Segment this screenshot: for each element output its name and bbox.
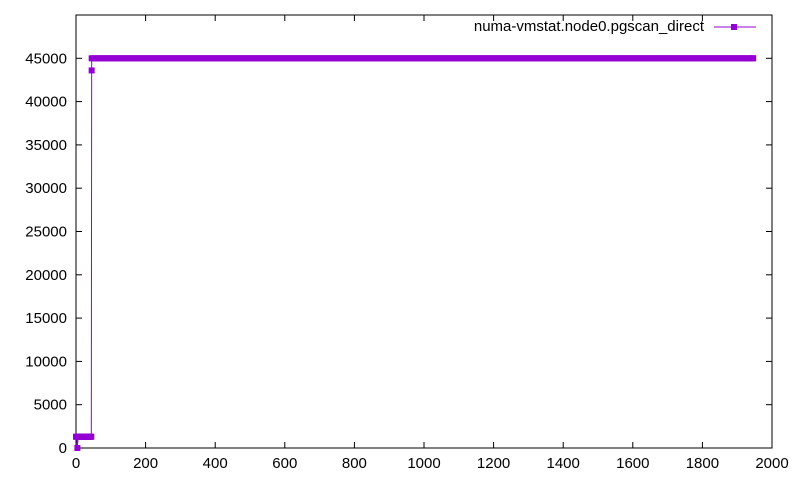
y-tick-label: 35000 (25, 137, 67, 154)
y-tick-label: 25000 (25, 224, 67, 241)
plot-frame (75, 14, 773, 449)
data-point (74, 445, 81, 451)
x-tick-label: 1200 (477, 455, 510, 472)
y-tick-label: 15000 (25, 310, 67, 327)
y-tick-label: 30000 (25, 180, 67, 197)
x-tick-label: 2000 (755, 455, 788, 472)
y-tick-label: 10000 (25, 353, 67, 370)
data-point (88, 433, 95, 440)
y-axis-ticks: 0 5000 10000 15000 20000 25000 30000 35000 40000… (25, 50, 772, 457)
x-tick-label: 600 (272, 455, 297, 472)
y-tick-label: 5000 (34, 397, 67, 414)
x-tick-label: 200 (133, 455, 158, 472)
x-tick-label: 1800 (686, 455, 719, 472)
data-point (88, 67, 95, 74)
y-tick-label: 20000 (25, 267, 67, 284)
series-layer (73, 55, 757, 451)
data-point (750, 55, 757, 62)
y-tick-label: 40000 (25, 94, 67, 111)
x-tick-label: 800 (342, 455, 367, 472)
series-line (76, 57, 754, 449)
y-tick-label: 0 (59, 440, 67, 457)
legend: numa-vmstat.node0.pgscan_direct (474, 18, 756, 35)
x-tick-label: 1000 (407, 455, 440, 472)
x-tick-label: 1600 (616, 455, 649, 472)
x-axis-ticks: 0 200 400 600 800 1000 1200 1400 1600 1800 2000 (72, 15, 789, 472)
y-tick-label: 45000 (25, 50, 67, 67)
x-tick-label: 1400 (547, 455, 580, 472)
legend-label: numa-vmstat.node0.pgscan_direct (474, 18, 705, 35)
x-tick-label: 400 (203, 455, 228, 472)
x-tick-label: 0 (72, 455, 80, 472)
legend-marker-sample (731, 24, 737, 30)
